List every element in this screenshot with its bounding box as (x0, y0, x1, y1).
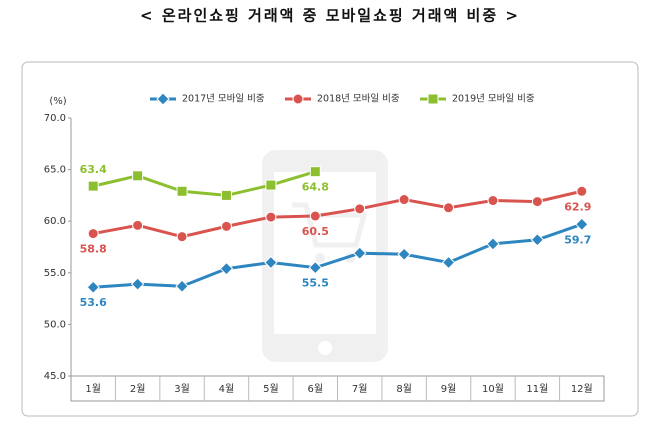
marker (87, 228, 99, 240)
data-label: 60.5 (302, 225, 329, 238)
series-line (92, 189, 583, 239)
frame (21, 61, 639, 417)
series-line (93, 222, 583, 289)
data-label: 64.8 (302, 181, 329, 194)
marker (441, 255, 456, 270)
marker (531, 196, 543, 208)
data-label: 59.7 (564, 233, 591, 246)
y-tick-label: 70.0 (44, 113, 66, 124)
marker (175, 279, 189, 293)
marker (487, 195, 499, 207)
marker (397, 247, 411, 261)
y-tick-label: 50.0 (44, 319, 66, 330)
legend-label: 2019년 모바일 비중 (452, 94, 535, 105)
phone-icon (262, 150, 388, 362)
marker (156, 92, 170, 106)
marker (176, 185, 188, 197)
marker (292, 93, 304, 105)
marker (132, 219, 144, 231)
marker (575, 217, 589, 232)
x-tick-label: 5월 (263, 383, 279, 395)
marker (443, 202, 455, 214)
legend-label: 2018년 모바일 비중 (317, 94, 400, 105)
data-label: 62.9 (564, 200, 591, 213)
marker (220, 189, 232, 201)
chart-title: < 온라인쇼핑 거래액 중 모바일쇼핑 거래액 비중 > (140, 7, 520, 25)
marker (265, 211, 277, 223)
y-tick-label: 45.0 (44, 371, 66, 382)
x-tick-label: 7월 (352, 383, 368, 395)
marker (427, 93, 439, 105)
marker (354, 203, 366, 215)
marker (308, 260, 322, 275)
marker (86, 280, 100, 294)
marker (576, 185, 588, 197)
data-label: 58.8 (80, 243, 107, 256)
data-label: 53.6 (80, 296, 107, 309)
x-tick-label: 11월 (526, 383, 548, 395)
x-tick-label: 4월 (219, 383, 235, 395)
marker (398, 194, 410, 206)
y-tick-label: 60.0 (44, 216, 66, 227)
marker (309, 166, 321, 178)
marker (176, 231, 188, 243)
x-tick-label: 2월 (130, 383, 146, 395)
x-tick-label: 1월 (85, 383, 101, 395)
marker (87, 180, 99, 192)
marker (353, 246, 367, 260)
marker (265, 179, 277, 191)
x-tick-label: 3월 (174, 383, 190, 395)
y-tick-label: 65.0 (44, 165, 66, 176)
x-tick-label: 8월 (396, 383, 412, 395)
legend-label: 2017년 모바일 비중 (182, 94, 265, 105)
data-label: 55.5 (302, 277, 329, 290)
marker (219, 261, 234, 276)
y-unit: (%) (49, 96, 66, 107)
marker (220, 220, 232, 232)
marker (130, 277, 145, 291)
marker (309, 210, 321, 222)
y-tick-label: 55.0 (44, 268, 66, 279)
marker (132, 170, 144, 182)
x-tick-label: 9월 (441, 383, 457, 395)
x-tick-label: 12월 (571, 383, 593, 395)
marker (530, 233, 545, 247)
marker (486, 237, 500, 251)
data-label: 63.4 (80, 163, 107, 176)
x-tick-label: 10월 (482, 383, 504, 395)
x-tick-label: 6월 (308, 383, 324, 395)
series-line (92, 170, 316, 197)
marker (264, 255, 278, 270)
